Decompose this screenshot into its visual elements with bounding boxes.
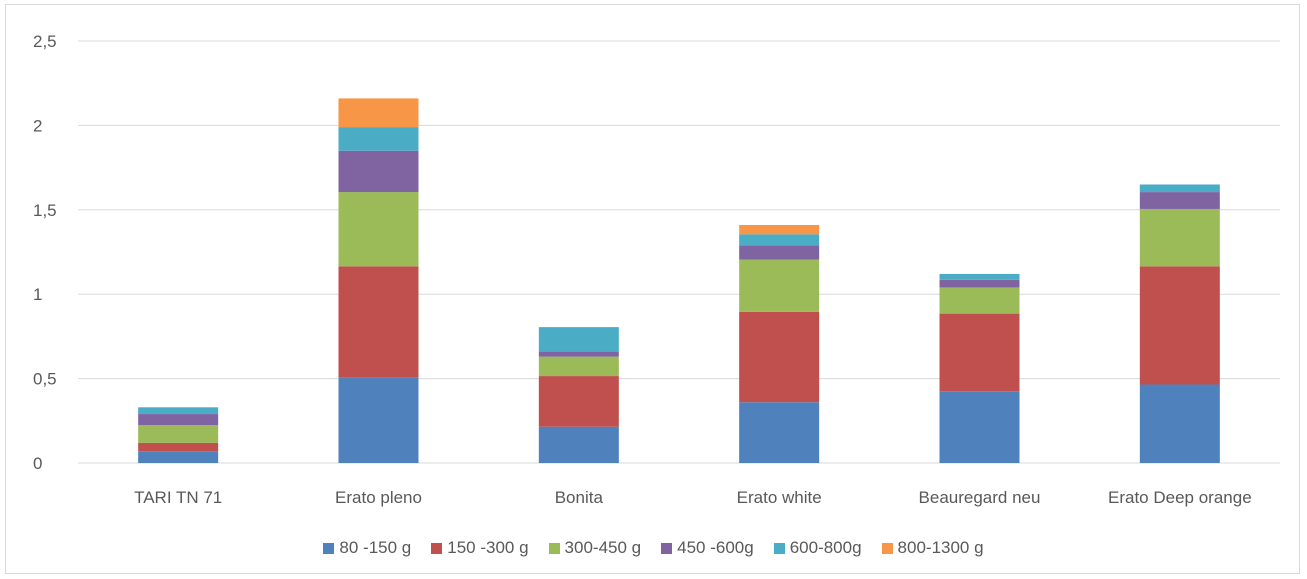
bar-segment (538, 376, 619, 427)
x-tick-label: TARI TN 71 (134, 488, 222, 507)
bar-segment (939, 313, 1020, 392)
bar-segment (1139, 266, 1220, 385)
legend-label: 80 -150 g (339, 538, 412, 557)
bar-segment (538, 327, 619, 352)
bar-segment (138, 414, 219, 426)
legend-label: 800-1300 g (897, 538, 984, 557)
legend-swatch (773, 542, 785, 554)
y-tick-label: 1,5 (33, 201, 57, 220)
x-tick-label: Bonita (555, 488, 604, 507)
bar-segment (338, 377, 419, 463)
legend-swatch (548, 542, 560, 554)
bar-segment (939, 273, 1020, 280)
bar-segment (939, 391, 1020, 463)
bar-segment (939, 279, 1020, 288)
bar-segment (538, 356, 619, 377)
bar-segment (1139, 208, 1220, 267)
bar-segment (138, 451, 219, 463)
bar-segment (739, 224, 820, 235)
legend-label: 450 -600g (677, 538, 754, 557)
chart-legend: 80 -150 g 150 -300 g 300-450 g 450 -600g 600… (0, 538, 1307, 558)
bar-segment (739, 245, 820, 260)
y-tick-label: 2,5 (33, 32, 57, 51)
legend-item: 450 -600g (661, 538, 754, 558)
bar-segment (338, 266, 419, 378)
legend-label: 150 -300 g (447, 538, 529, 557)
chart-frame (5, 4, 1300, 574)
y-tick-label: 1 (33, 285, 42, 304)
bar-segment (739, 259, 820, 312)
bar-segment (138, 425, 219, 443)
legend-swatch (881, 542, 893, 554)
legend-item: 80 -150 g (323, 538, 411, 558)
bar-segment (1139, 184, 1220, 193)
bar-segment (739, 402, 820, 463)
bar-segment (739, 311, 820, 403)
bar-segment (338, 150, 419, 193)
x-tick-label: Erato white (737, 488, 822, 507)
bar-segment (138, 407, 219, 415)
x-tick-label: Erato pleno (335, 488, 422, 507)
x-tick-label: Beauregard neu (919, 488, 1041, 507)
bar-segment (138, 442, 219, 452)
legend-item: 600-800g (773, 538, 862, 558)
y-tick-label: 0 (33, 454, 42, 473)
bar-segment (338, 192, 419, 267)
legend-label: 600-800g (789, 538, 862, 557)
legend-label: 300-450 g (564, 538, 642, 557)
y-tick-label: 0,5 (33, 370, 57, 389)
legend-swatch (661, 542, 673, 554)
bar-segment (338, 98, 419, 128)
legend-swatch (323, 542, 335, 554)
legend-item: 300-450 g (548, 538, 642, 558)
x-tick-label: Erato Deep orange (1108, 488, 1252, 507)
legend-item: 150 -300 g (431, 538, 529, 558)
legend-item: 800-1300 g (881, 538, 984, 558)
bar-segment (1139, 384, 1220, 463)
bar-segment (538, 351, 619, 357)
bar-segment (939, 287, 1020, 314)
bar-segment (338, 127, 419, 151)
bar-segment (739, 234, 820, 246)
bar-segment (538, 426, 619, 463)
y-tick-label: 2 (33, 116, 42, 135)
legend-swatch (431, 542, 443, 554)
bar-segment (1139, 192, 1220, 209)
